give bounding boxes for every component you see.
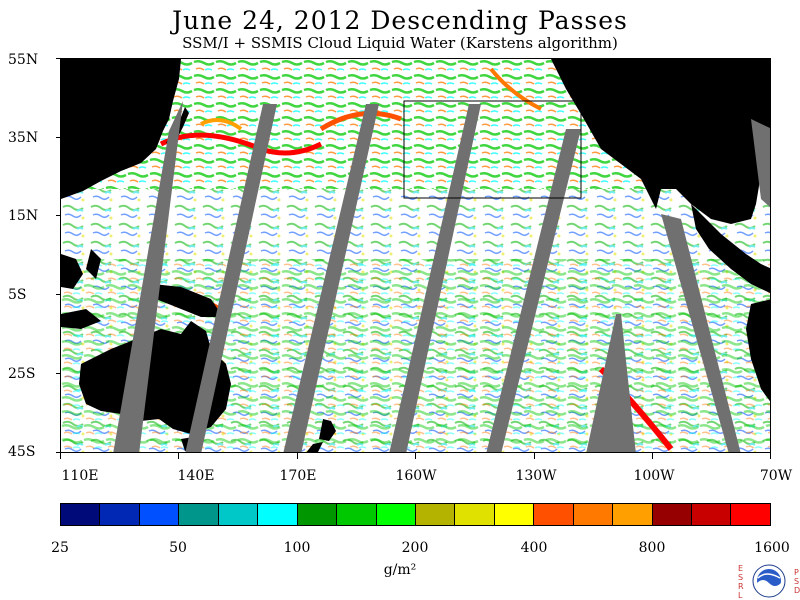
lon-label-130w: 130W bbox=[515, 468, 557, 484]
colorbar-segment bbox=[613, 504, 653, 525]
lon-tick bbox=[297, 453, 298, 459]
colorbar-segment bbox=[218, 504, 259, 525]
colorbar-segment bbox=[61, 504, 101, 525]
noaa-emblem-icon bbox=[752, 564, 786, 598]
lat-tick bbox=[56, 215, 60, 216]
colorbar-segment bbox=[258, 504, 298, 525]
colorbar-label-1600: 1600 bbox=[754, 540, 790, 556]
lat-tick bbox=[56, 137, 60, 138]
colorbar-segment bbox=[455, 504, 495, 525]
colorbar-segment bbox=[652, 504, 692, 525]
lat-tick bbox=[56, 373, 60, 374]
land-masses bbox=[61, 59, 770, 452]
colorbar-units: g/m² bbox=[383, 562, 417, 578]
lat-label-45s: 45S bbox=[8, 444, 36, 460]
colorbar-segment bbox=[376, 504, 416, 525]
lon-label-110e: 110E bbox=[61, 468, 99, 484]
chart-subtitle: SSM/I + SSMIS Cloud Liquid Water (Karste… bbox=[182, 34, 618, 52]
region-inset-box bbox=[403, 100, 582, 199]
lat-tick bbox=[56, 452, 60, 453]
lon-tick bbox=[178, 453, 179, 459]
colorbar-segment bbox=[573, 504, 614, 525]
colorbar-label-400: 400 bbox=[520, 540, 548, 556]
colorbar-segment bbox=[337, 504, 377, 525]
colorbar-label-200: 200 bbox=[401, 540, 429, 556]
colorbar-segment bbox=[494, 504, 535, 525]
map-svg bbox=[61, 59, 770, 452]
colorbar-segment bbox=[534, 504, 574, 525]
cloud-liquid-water-map bbox=[60, 58, 771, 453]
colorbar-label-50: 50 bbox=[169, 540, 187, 556]
lat-label-5s: 5S bbox=[8, 287, 27, 303]
chart-title: June 24, 2012 Descending Passes bbox=[172, 6, 628, 35]
colorbar-segment bbox=[297, 504, 338, 525]
colorbar-segment bbox=[415, 504, 456, 525]
lon-tick bbox=[415, 453, 416, 459]
lat-tick bbox=[56, 294, 60, 295]
lon-label-70w: 70W bbox=[759, 468, 793, 484]
lat-label-55n: 55N bbox=[8, 52, 39, 68]
lon-tick bbox=[770, 453, 771, 459]
lon-label-140e: 140E bbox=[177, 468, 215, 484]
colorbar-label-800: 800 bbox=[638, 540, 666, 556]
lon-label-170e: 170E bbox=[279, 468, 317, 484]
colorbar-segment bbox=[139, 504, 180, 525]
lon-tick bbox=[60, 453, 61, 459]
lat-label-15n: 15N bbox=[8, 208, 39, 224]
lat-label-35n: 35N bbox=[8, 130, 39, 146]
colorbar-segment bbox=[692, 504, 732, 525]
lon-tick bbox=[652, 453, 653, 459]
lat-label-25s: 25S bbox=[8, 366, 36, 382]
lon-tick bbox=[534, 453, 535, 459]
colorbar-label-100: 100 bbox=[283, 540, 311, 556]
lon-label-100w: 100W bbox=[633, 468, 675, 484]
no-data-swath-gaps bbox=[113, 101, 770, 452]
lon-label-160w: 160W bbox=[395, 468, 437, 484]
colorbar-segment bbox=[100, 504, 140, 525]
colorbar-label-25: 25 bbox=[51, 540, 69, 556]
lat-tick bbox=[56, 58, 60, 59]
colorbar-segment bbox=[731, 504, 770, 525]
colorbar bbox=[60, 503, 771, 526]
colorbar-segment bbox=[179, 504, 219, 525]
